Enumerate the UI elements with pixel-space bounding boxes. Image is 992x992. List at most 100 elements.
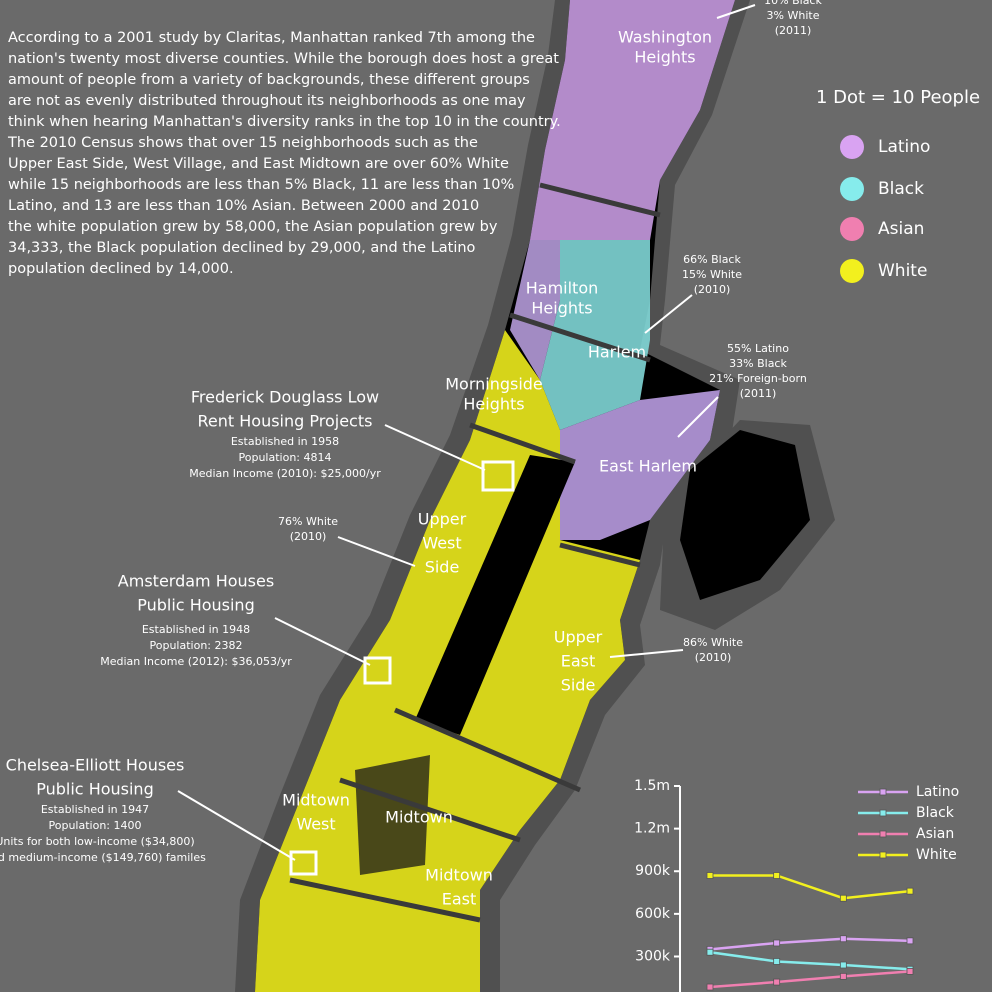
housing-detail: Established in 1947: [41, 803, 149, 816]
housing-detail: Units for both low-income ($34,800): [0, 835, 195, 848]
housing-detail: and medium-income ($149,760) familes: [0, 851, 206, 864]
annotation: (2011): [740, 387, 777, 400]
housing-detail: Population: 1400: [49, 819, 142, 832]
series-line: [710, 874, 911, 900]
series-line: [709, 950, 911, 971]
neighborhood-label: Upper: [418, 510, 467, 529]
y-tick-label: 600k: [635, 906, 671, 922]
legend-label: Asian: [878, 219, 924, 239]
y-tick-label: 1.5m: [634, 778, 670, 794]
point: [706, 948, 714, 956]
map: [235, 0, 835, 992]
intro-line: The 2010 Census shows that over 15 neigh…: [7, 135, 478, 151]
street: [289, 877, 481, 923]
neighborhood-label: Side: [425, 558, 460, 577]
central-park: [415, 455, 575, 735]
neighborhood-label: Heights: [634, 48, 695, 67]
neighborhood-label: Midtown: [282, 791, 350, 810]
housing-title: Rent Housing Projects: [198, 412, 373, 431]
neighborhood-label: Washington: [618, 28, 712, 47]
legend-label: Asian: [916, 826, 954, 842]
annotation: (2011): [775, 24, 812, 37]
annotation: 33% Black: [729, 357, 787, 370]
point: [839, 972, 847, 980]
leader-line: [609, 649, 684, 658]
legend-swatch: [840, 177, 864, 201]
neighborhood-label: East: [561, 652, 596, 671]
neighborhood-label: East Harlem: [599, 457, 697, 476]
series-line: [709, 937, 911, 951]
midtown-area: [355, 755, 430, 875]
black-area: [540, 240, 650, 430]
highlight-box: [363, 656, 392, 685]
streets: [289, 182, 661, 923]
point: [839, 894, 847, 902]
neighborhood-label: East: [442, 890, 477, 909]
legend-swatch: [840, 259, 864, 283]
legend-label: Latino: [878, 137, 930, 157]
street: [394, 707, 581, 793]
latino-area: [530, 0, 735, 240]
mixed-area: [510, 240, 560, 380]
intro-line: Upper East Side, West Village, and East …: [8, 156, 509, 172]
randalls-island: [680, 430, 810, 600]
housing-detail: Population: 2382: [150, 639, 243, 652]
neighborhood-label: Side: [561, 676, 596, 695]
intro-line: Latino, and 13 are less than 10% Asian. …: [8, 198, 479, 214]
annotation: 21% Foreign-born: [709, 372, 807, 385]
annotation: 10% Black: [764, 0, 822, 7]
point: [773, 958, 781, 965]
legend-swatch: [840, 135, 864, 159]
leader-line: [274, 617, 371, 666]
annotation: 66% Black: [683, 253, 741, 266]
legend-marker: [879, 809, 887, 817]
point: [839, 935, 847, 943]
neighborhood-label: Heights: [531, 299, 592, 318]
legend-marker: [879, 788, 887, 796]
street: [339, 777, 521, 843]
leader-line: [644, 294, 693, 334]
housing-detail: Established in 1958: [231, 435, 339, 448]
street: [469, 422, 576, 465]
leader-line: [384, 424, 486, 471]
street: [539, 182, 661, 218]
neighborhood-label: West: [422, 534, 461, 553]
intro-line: think when hearing Manhattan's diversity…: [8, 114, 561, 130]
intro-line: are not as evenly distributed throughout…: [8, 93, 526, 109]
neighborhood-label: Harlem: [588, 343, 646, 362]
housing-detail: Established in 1948: [142, 623, 250, 636]
point: [773, 872, 781, 879]
point: [906, 968, 914, 975]
housing-detail: Median Income (2010): $25,000/yr: [189, 467, 381, 480]
housing-title: Amsterdam Houses: [118, 572, 274, 591]
housing-detail: Population: 4814: [239, 451, 332, 464]
annotation: 86% White: [683, 636, 743, 649]
leader-line: [677, 396, 719, 438]
annotation: (2010): [694, 283, 731, 296]
intro-line: population declined by 14,000.: [8, 261, 234, 277]
y-tick-label: 1.2m: [634, 821, 670, 837]
housing-title: Public Housing: [137, 596, 254, 615]
leader-line: [337, 536, 416, 567]
leader-line: [177, 790, 296, 861]
neighborhood-label: Hamilton: [526, 279, 599, 298]
point: [839, 961, 847, 969]
neighborhood-label: Upper: [554, 628, 603, 647]
point: [773, 939, 781, 947]
legend-label: White: [878, 261, 927, 281]
annotation: 76% White: [278, 515, 338, 528]
annotation: 55% Latino: [727, 342, 789, 355]
intro-line: nation's twenty most diverse counties. W…: [8, 51, 559, 67]
y-tick-label: 300k: [635, 948, 671, 964]
street: [559, 542, 641, 568]
intro-line: 34,333, the Black population declined by…: [8, 240, 476, 256]
highlight-box: [481, 460, 515, 492]
legend-swatch: [840, 217, 864, 241]
intro-line: while 15 neighborhoods are less than 5% …: [8, 177, 514, 193]
intro-line: amount of people from a variety of backg…: [8, 72, 530, 88]
legend-title: 1 Dot = 10 People: [816, 87, 980, 108]
point: [773, 978, 781, 986]
neighborhood-label: Heights: [463, 395, 524, 414]
